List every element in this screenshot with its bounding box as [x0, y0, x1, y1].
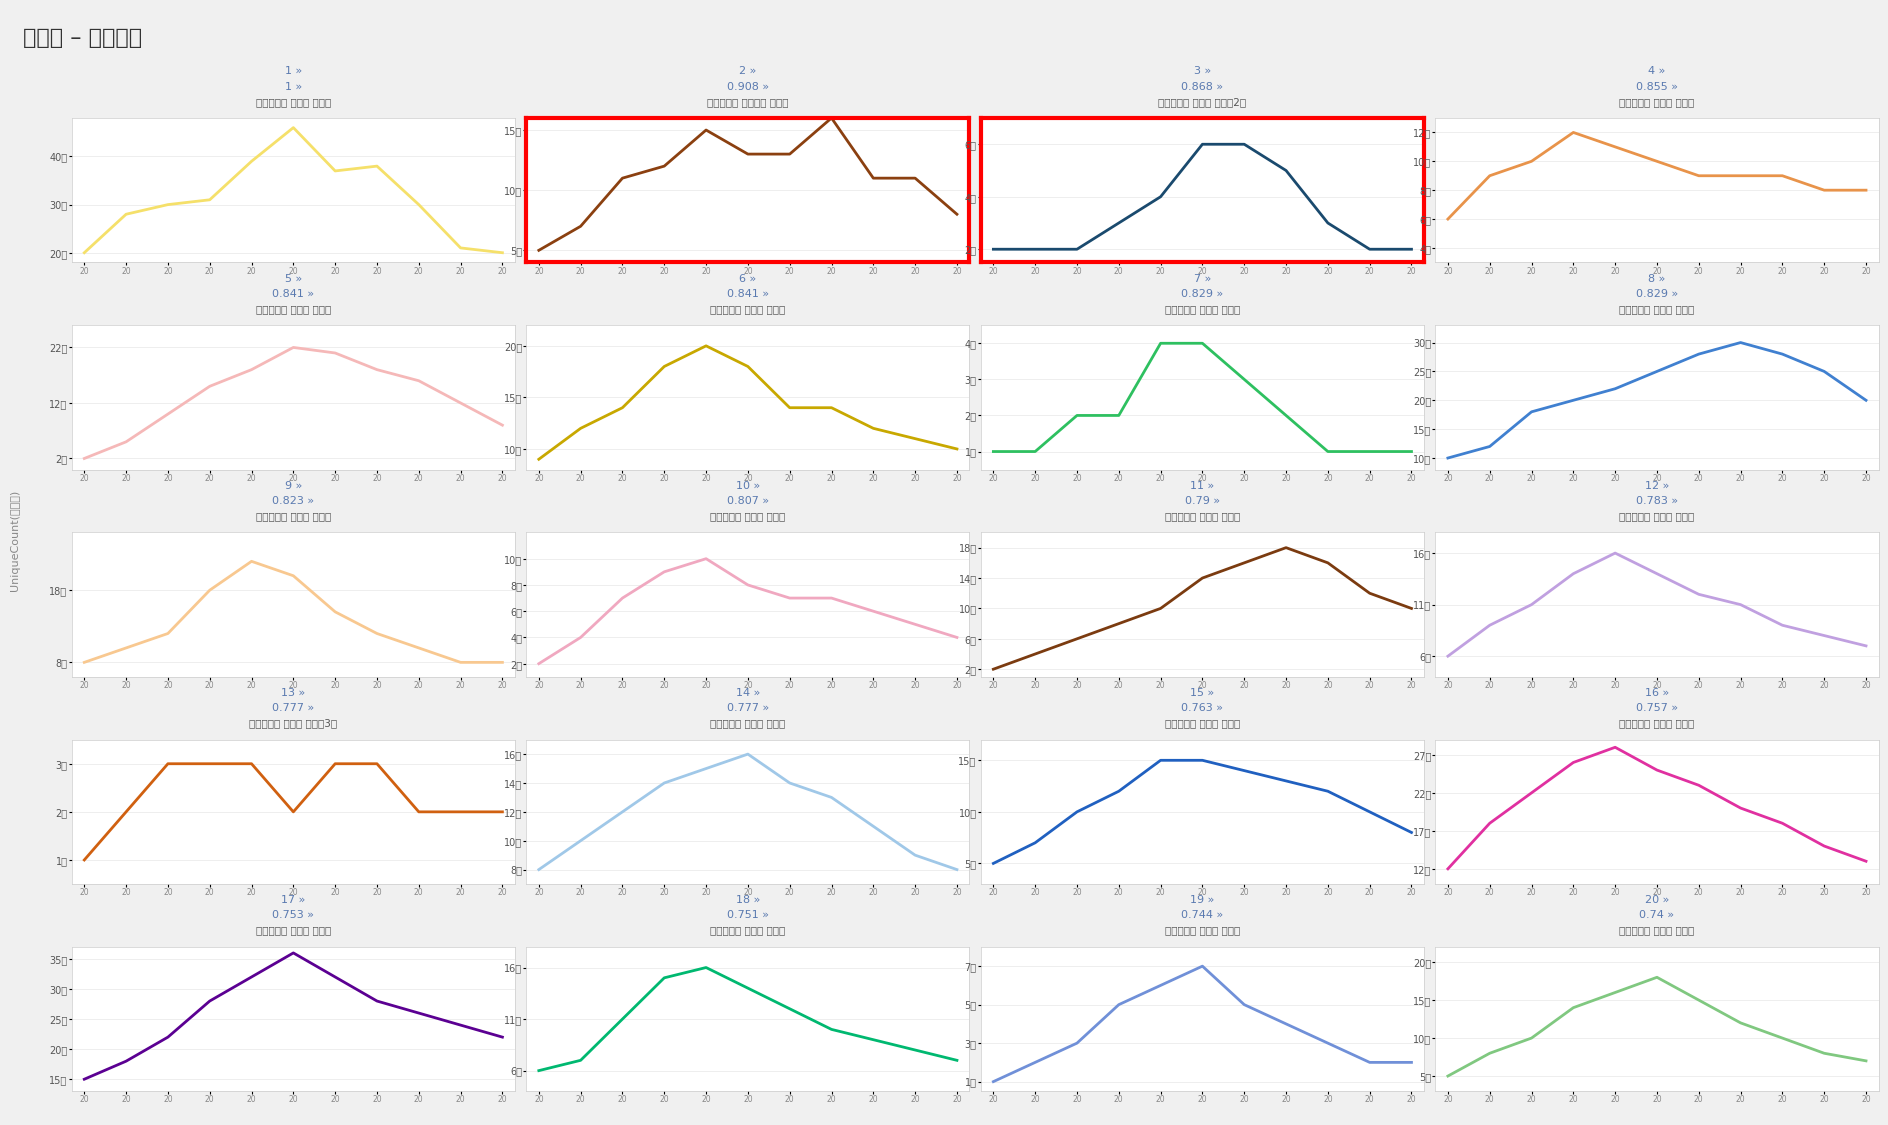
- Text: 11 »: 11 »: [1189, 480, 1214, 490]
- Text: 서울특별시 노원구 월계동: 서울특별시 노원구 월계동: [1620, 926, 1695, 936]
- Text: 6 »: 6 »: [740, 273, 757, 284]
- Text: 19 »: 19 »: [1189, 896, 1214, 906]
- Text: 서울특별시 관악구 봉천동: 서울특별시 관악구 봉천동: [1620, 719, 1695, 728]
- Text: 3 »: 3 »: [1193, 66, 1210, 77]
- Text: 서울특별시 서초구 반포동: 서울특별시 서초구 반포동: [710, 719, 785, 728]
- Text: 서울특별시 성북구 돈암동: 서울특별시 성북구 돈암동: [1620, 97, 1695, 107]
- Text: 0.783 »: 0.783 »: [1635, 496, 1678, 506]
- Text: 서울특별시 서초구 방배동: 서울특별시 서초구 방배동: [255, 304, 330, 314]
- Text: 0.777 »: 0.777 »: [727, 703, 768, 713]
- Text: 0.855 »: 0.855 »: [1637, 81, 1678, 91]
- Text: 16 »: 16 »: [1644, 688, 1669, 698]
- Text: 13 »: 13 »: [281, 688, 306, 698]
- Text: 서울특별시 노원구 상계동: 서울특별시 노원구 상계동: [255, 97, 330, 107]
- Text: 18 »: 18 »: [736, 896, 761, 906]
- Text: 2 »: 2 »: [740, 66, 757, 77]
- Text: 단지명 – 계약년월: 단지명 – 계약년월: [23, 28, 142, 48]
- Text: 서울특별시 용산구 이초동: 서울특별시 용산구 이초동: [1165, 511, 1240, 521]
- Text: 서울특별시 은평구 갈현동: 서울특별시 은평구 갈현동: [1165, 926, 1240, 936]
- Text: 0.753 »: 0.753 »: [272, 910, 313, 920]
- Text: 0.908 »: 0.908 »: [727, 81, 768, 91]
- Text: 0.744 »: 0.744 »: [1182, 910, 1223, 920]
- Text: 서울특별시 구로구 구로동: 서울특별시 구로구 구로동: [255, 926, 330, 936]
- Text: 서울특별시 성동구 금호동3가: 서울특별시 성동구 금호동3가: [249, 719, 338, 728]
- Text: 20 »: 20 »: [1644, 896, 1669, 906]
- Text: 5 »: 5 »: [285, 273, 302, 284]
- Text: 서울특별시 송파구 마천동: 서울특별시 송파구 마천동: [1165, 304, 1240, 314]
- Text: 14 »: 14 »: [736, 688, 761, 698]
- Text: 서울특별시 강서구 방화동: 서울특별시 강서구 방화동: [1165, 719, 1240, 728]
- Text: 0.807 »: 0.807 »: [727, 496, 768, 506]
- Text: 서울특별시 성북구 정른동: 서울특별시 성북구 정른동: [255, 511, 330, 521]
- Text: 서울특별시 양천구 신정동: 서울특별시 양천구 신정동: [1620, 304, 1695, 314]
- Text: 0.79 »: 0.79 »: [1186, 496, 1220, 506]
- Text: 0.829 »: 0.829 »: [1635, 289, 1678, 299]
- Text: 7 »: 7 »: [1193, 273, 1210, 284]
- Text: UniqueCount(단지명): UniqueCount(단지명): [9, 489, 21, 591]
- Text: 0.829 »: 0.829 »: [1182, 289, 1223, 299]
- Text: 8 »: 8 »: [1648, 273, 1665, 284]
- Text: 0.757 »: 0.757 »: [1635, 703, 1678, 713]
- Text: 17 »: 17 »: [281, 896, 306, 906]
- Text: 서울특별시 강북구 수유동: 서울특별시 강북구 수유동: [710, 511, 785, 521]
- Text: 서울특별시 성동구 성수동2가: 서울특별시 성동구 성수동2가: [1159, 97, 1246, 107]
- Text: 0.841 »: 0.841 »: [727, 289, 768, 299]
- Text: 서울특별시 강서구 등초동: 서울특별시 강서구 등초동: [1620, 511, 1695, 521]
- Text: 10 »: 10 »: [736, 480, 761, 490]
- Text: 서울특별시 강남구 도공동: 서울특별시 강남구 도공동: [710, 926, 785, 936]
- Text: 9 »: 9 »: [285, 480, 302, 490]
- Text: 15 »: 15 »: [1189, 688, 1214, 698]
- Text: 0.777 »: 0.777 »: [272, 703, 315, 713]
- Text: 0.841 »: 0.841 »: [272, 289, 315, 299]
- Text: 12 »: 12 »: [1644, 480, 1669, 490]
- Text: 0.763 »: 0.763 »: [1182, 703, 1223, 713]
- Text: 서울특별시 동작구 상도동: 서울특별시 동작구 상도동: [710, 304, 785, 314]
- Text: 4 »: 4 »: [1648, 66, 1665, 77]
- Text: 0.823 »: 0.823 »: [272, 496, 315, 506]
- Text: 1 »: 1 »: [285, 81, 302, 91]
- Text: 0.74 »: 0.74 »: [1639, 910, 1675, 920]
- Text: 1 »: 1 »: [285, 66, 302, 77]
- Text: 0.868 »: 0.868 »: [1182, 81, 1223, 91]
- Text: 서울특별시 동대문구 장안동: 서울특별시 동대문구 장안동: [708, 97, 789, 107]
- Text: 0.751 »: 0.751 »: [727, 910, 768, 920]
